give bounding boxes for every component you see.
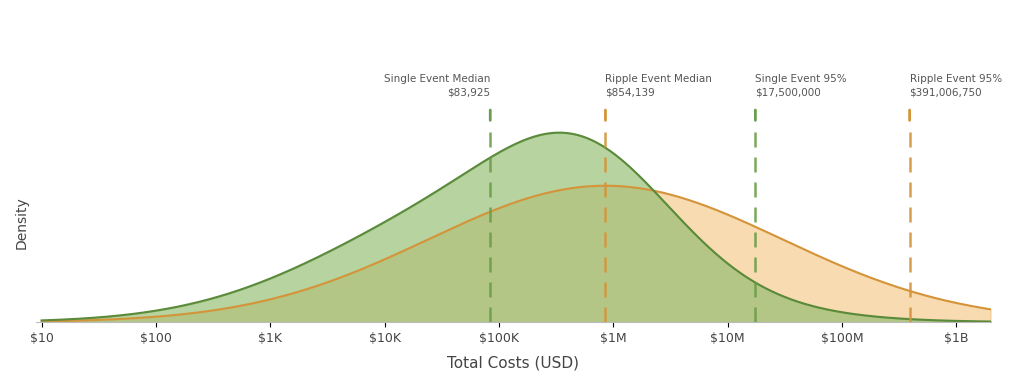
X-axis label: Total Costs (USD): Total Costs (USD)	[447, 356, 579, 371]
Text: Single Event Median
$83,925: Single Event Median $83,925	[384, 74, 490, 97]
Y-axis label: Density: Density	[15, 196, 29, 249]
Text: Ripple Event Median
$854,139: Ripple Event Median $854,139	[606, 74, 713, 97]
Text: Ripple Event 95%
$391,006,750: Ripple Event 95% $391,006,750	[909, 74, 1002, 97]
Text: Single Event 95%
$17,500,000: Single Event 95% $17,500,000	[755, 74, 847, 97]
